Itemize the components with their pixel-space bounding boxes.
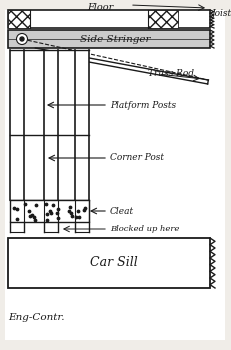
Point — [67, 208, 71, 214]
Point — [15, 216, 18, 222]
Point — [33, 202, 37, 208]
Bar — [147, 10, 177, 28]
Point — [30, 212, 34, 218]
Point — [77, 215, 81, 220]
Text: Car Sill: Car Sill — [90, 257, 137, 270]
Point — [27, 208, 31, 213]
Point — [82, 206, 86, 211]
Point — [68, 211, 72, 216]
Text: Side Stringer: Side Stringer — [79, 35, 150, 43]
Point — [33, 217, 37, 223]
Bar — [10, 200, 89, 222]
Point — [70, 214, 74, 219]
Point — [68, 204, 72, 209]
Bar — [8, 30, 209, 48]
Text: Truss Rod: Truss Rod — [147, 69, 193, 77]
Circle shape — [20, 37, 24, 41]
Point — [74, 214, 78, 219]
Circle shape — [16, 34, 27, 44]
Point — [23, 202, 27, 207]
Point — [45, 211, 49, 217]
Point — [55, 211, 59, 216]
Point — [48, 208, 52, 213]
Bar — [8, 238, 209, 288]
Text: Cleat: Cleat — [109, 206, 134, 216]
Text: Floor: Floor — [86, 3, 113, 12]
Point — [32, 215, 36, 220]
Point — [28, 213, 32, 218]
Bar — [8, 10, 209, 28]
Text: Platform Posts: Platform Posts — [109, 100, 175, 110]
Point — [82, 208, 86, 213]
Text: Eng-Contr.: Eng-Contr. — [8, 314, 64, 322]
Point — [44, 201, 47, 207]
Point — [12, 205, 16, 210]
Text: Blocked up here: Blocked up here — [109, 225, 179, 233]
Text: Joists: Joists — [211, 9, 231, 19]
Point — [49, 210, 52, 216]
Point — [15, 206, 19, 212]
Point — [51, 202, 55, 208]
Bar — [8, 10, 30, 28]
Point — [56, 206, 60, 211]
Bar — [10, 50, 89, 200]
Point — [56, 216, 60, 221]
Point — [45, 217, 49, 223]
Text: Corner Post: Corner Post — [109, 154, 163, 162]
Point — [76, 208, 79, 213]
